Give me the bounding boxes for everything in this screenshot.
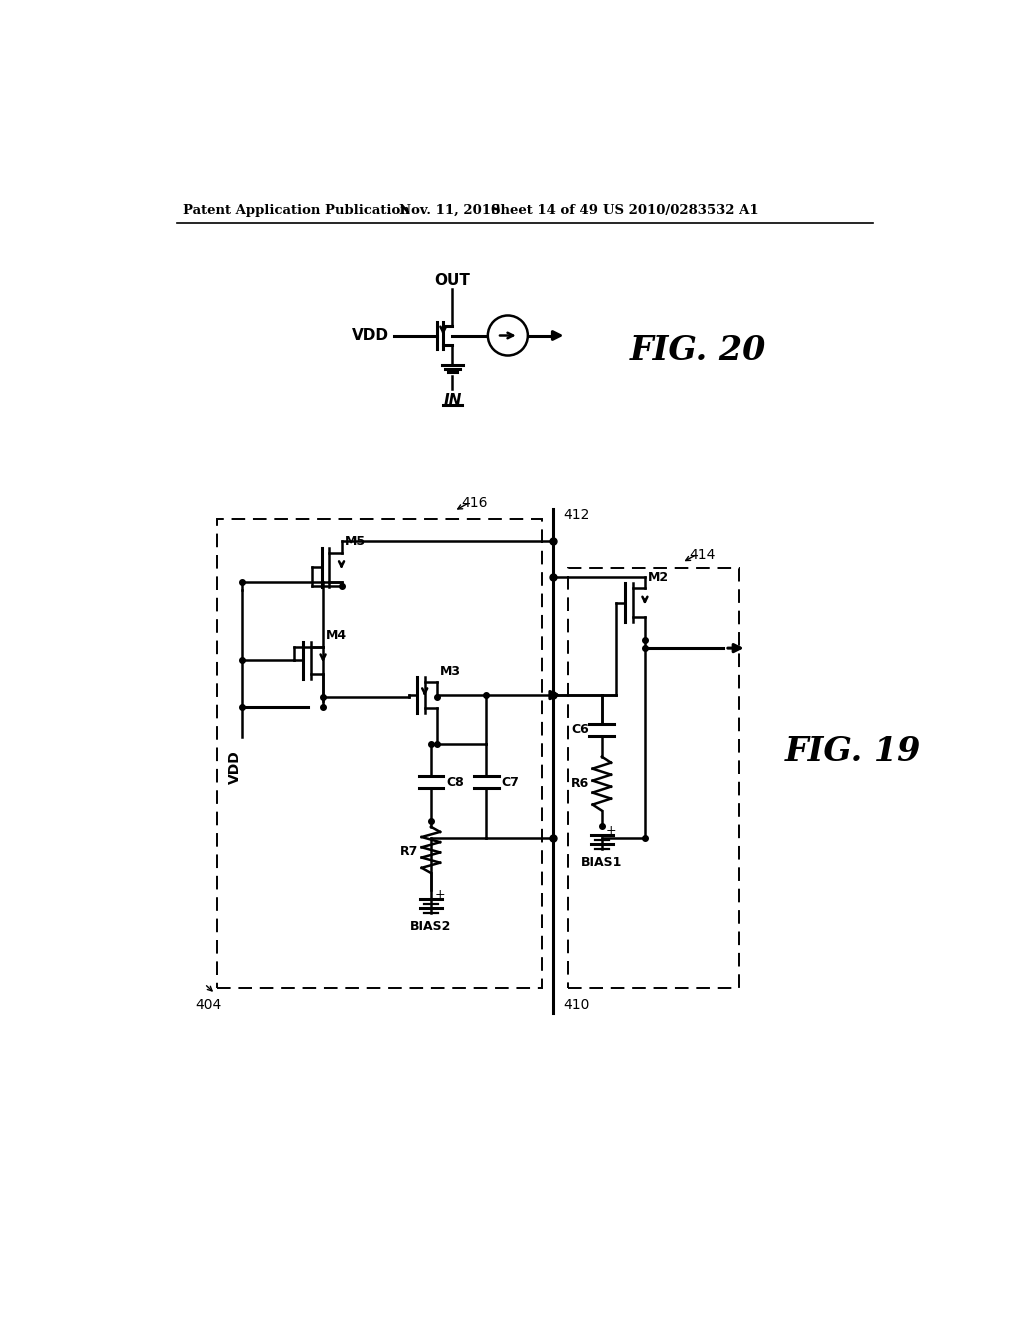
Text: R6: R6 [571,777,590,791]
Text: M5: M5 [345,536,366,548]
Text: FIG. 19: FIG. 19 [785,735,922,768]
Text: +: + [606,824,616,837]
Text: 414: 414 [689,548,716,562]
Text: FIG. 20: FIG. 20 [630,334,766,367]
Text: M3: M3 [440,665,461,677]
Text: VDD: VDD [227,750,242,784]
Text: Sheet 14 of 49: Sheet 14 of 49 [490,205,598,218]
Text: BIAS2: BIAS2 [411,920,452,933]
Text: US 2010/0283532 A1: US 2010/0283532 A1 [603,205,759,218]
Text: M4: M4 [326,630,347,643]
Text: 412: 412 [563,508,590,521]
Text: R7: R7 [400,845,419,858]
Text: C8: C8 [446,776,464,788]
Text: C7: C7 [502,776,519,788]
Text: OUT: OUT [434,272,470,288]
Text: IN: IN [443,393,462,408]
Bar [217,519,542,989]
Text: BIAS1: BIAS1 [581,857,623,870]
Text: 410: 410 [563,998,590,1012]
Text: +: + [435,888,445,902]
Text: M2: M2 [648,570,669,583]
Bar [568,568,739,989]
Text: VDD: VDD [352,327,389,343]
Text: 416: 416 [462,495,488,510]
Text: C6: C6 [571,723,589,737]
Text: 404: 404 [196,998,221,1012]
Text: Patent Application Publication: Patent Application Publication [183,205,410,218]
Text: Nov. 11, 2010: Nov. 11, 2010 [398,205,500,218]
